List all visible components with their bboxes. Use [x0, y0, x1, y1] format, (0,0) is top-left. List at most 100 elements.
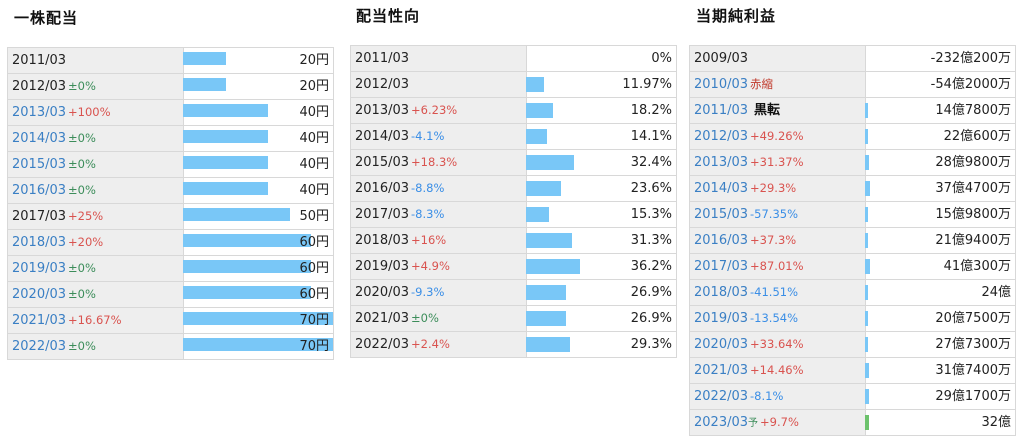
year-label[interactable]: 2014/03	[694, 181, 749, 196]
status-tag: 予	[748, 418, 759, 429]
year-label[interactable]: 2016/03	[12, 183, 67, 198]
year-label[interactable]: 2019/03	[694, 311, 749, 326]
year-label[interactable]: 2018/03	[694, 285, 749, 300]
year-label[interactable]: 2017/03	[694, 259, 749, 274]
year-cell: 2016/03 +37.3%	[690, 228, 866, 253]
value-bar	[526, 103, 553, 118]
table-row: 2015/03 ±0% 40円	[8, 152, 333, 178]
year-label[interactable]: 2015/03	[12, 157, 67, 172]
change-percent: -57.35%	[750, 207, 799, 221]
year-cell: 2020/03 -9.3%	[351, 280, 527, 305]
year-cell: 2019/03 +4.9%	[351, 254, 527, 279]
year-cell: 2016/03 -8.8%	[351, 176, 527, 201]
year-cell: 2018/03 +16%	[351, 228, 527, 253]
year-label[interactable]: 2010/03	[694, 77, 749, 92]
year-cell: 2018/03 -41.51%	[690, 280, 866, 305]
table-row: 2015/03 +18.3% 32.4%	[351, 150, 676, 176]
year-label: 2014/03	[355, 129, 410, 144]
year-label: 2012/03	[355, 77, 410, 92]
year-cell: 2009/03	[690, 46, 866, 71]
year-cell: 2013/03 +6.23%	[351, 98, 527, 123]
value-bar	[865, 259, 870, 274]
year-label[interactable]: 2013/03	[694, 155, 749, 170]
year-cell: 2014/03 -4.1%	[351, 124, 527, 149]
payout-title: 配当性向	[356, 7, 421, 25]
year-label[interactable]: 2021/03	[694, 363, 749, 378]
table-row: 2011/03 0%	[351, 46, 676, 72]
year-label: 2013/03	[355, 103, 410, 118]
change-percent: +9.7%	[760, 415, 799, 429]
year-cell: 2019/03 -13.54%	[690, 306, 866, 331]
table-row: 2017/03 -8.3% 15.3%	[351, 202, 676, 228]
value-cell: 60円	[299, 287, 329, 302]
value-cell: 32.4%	[630, 155, 672, 170]
table-row: 2018/03 +20% 60円	[8, 230, 333, 256]
value-bar	[526, 337, 570, 352]
year-label[interactable]: 2015/03	[694, 207, 749, 222]
table-row: 2013/03 +6.23% 18.2%	[351, 98, 676, 124]
year-cell: 2015/03 +18.3%	[351, 150, 527, 175]
year-label: 2009/03	[694, 51, 749, 66]
value-cell: 60円	[299, 235, 329, 250]
value-bar	[865, 363, 869, 378]
year-label[interactable]: 2020/03	[12, 287, 67, 302]
value-cell: 15億9800万	[935, 207, 1011, 222]
value-cell: 26.9%	[630, 311, 672, 326]
change-percent: +87.01%	[750, 259, 804, 273]
year-label[interactable]: 2022/03	[12, 339, 67, 354]
value-cell: 40円	[299, 105, 329, 120]
change-percent: -13.54%	[750, 311, 799, 325]
year-label: 2011/03	[12, 53, 67, 68]
value-cell: 14億7800万	[935, 103, 1011, 118]
value-bar	[183, 78, 226, 91]
change-percent: +29.3%	[750, 181, 797, 195]
year-label[interactable]: 2019/03	[12, 261, 67, 276]
table-row: 2022/03 -8.1% 29億1700万	[690, 384, 1015, 410]
year-label[interactable]: 2021/03	[12, 313, 67, 328]
year-label[interactable]: 2023/03	[694, 415, 749, 430]
table-row: 2009/03 -232億200万	[690, 46, 1015, 72]
table-row: 2020/03 ±0% 60円	[8, 282, 333, 308]
year-label[interactable]: 2011/03	[694, 103, 749, 118]
year-label: 2018/03	[355, 233, 410, 248]
year-cell: 2022/03 ±0%	[8, 334, 184, 359]
change-percent: +37.3%	[750, 233, 797, 247]
value-cell: 15.3%	[630, 207, 672, 222]
table-row: 2019/03 ±0% 60円	[8, 256, 333, 282]
table-row: 2022/03 ±0% 70円	[8, 334, 333, 360]
year-cell: 2022/03 -8.1%	[690, 384, 866, 409]
year-label: 2016/03	[355, 181, 410, 196]
table-row: 2023/03予 +9.7% 32億	[690, 410, 1015, 436]
year-cell: 2017/03 -8.3%	[351, 202, 527, 227]
change-percent: +16.67%	[68, 313, 122, 327]
year-label[interactable]: 2016/03	[694, 233, 749, 248]
year-cell: 2016/03 ±0%	[8, 178, 184, 203]
year-cell: 2011/03	[8, 48, 184, 73]
change-percent: ±0%	[68, 261, 96, 275]
year-label: 2015/03	[355, 155, 410, 170]
change-percent: +2.4%	[411, 337, 450, 351]
year-label[interactable]: 2020/03	[694, 337, 749, 352]
value-bar	[865, 155, 869, 170]
table-row: 2012/03 +49.26% 22億600万	[690, 124, 1015, 150]
year-label: 2012/03	[12, 79, 67, 94]
value-bar	[865, 181, 870, 196]
year-cell: 2014/03 ±0%	[8, 126, 184, 151]
table-row: 2017/03 +25% 50円	[8, 204, 333, 230]
value-cell: 18.2%	[630, 103, 672, 118]
value-bar	[526, 285, 566, 300]
year-cell: 2013/03 +31.37%	[690, 150, 866, 175]
value-cell: 36.2%	[630, 259, 672, 274]
change-percent: ±0%	[68, 79, 96, 93]
year-cell: 2015/03 -57.35%	[690, 202, 866, 227]
year-label[interactable]: 2012/03	[694, 129, 749, 144]
year-label[interactable]: 2018/03	[12, 235, 67, 250]
status-tag: 黒転	[754, 103, 781, 118]
year-label[interactable]: 2013/03	[12, 105, 67, 120]
value-bar	[183, 286, 311, 299]
value-cell: 40円	[299, 183, 329, 198]
year-cell: 2012/03 ±0%	[8, 74, 184, 99]
year-label[interactable]: 2022/03	[694, 389, 749, 404]
year-label[interactable]: 2014/03	[12, 131, 67, 146]
year-label: 2022/03	[355, 337, 410, 352]
